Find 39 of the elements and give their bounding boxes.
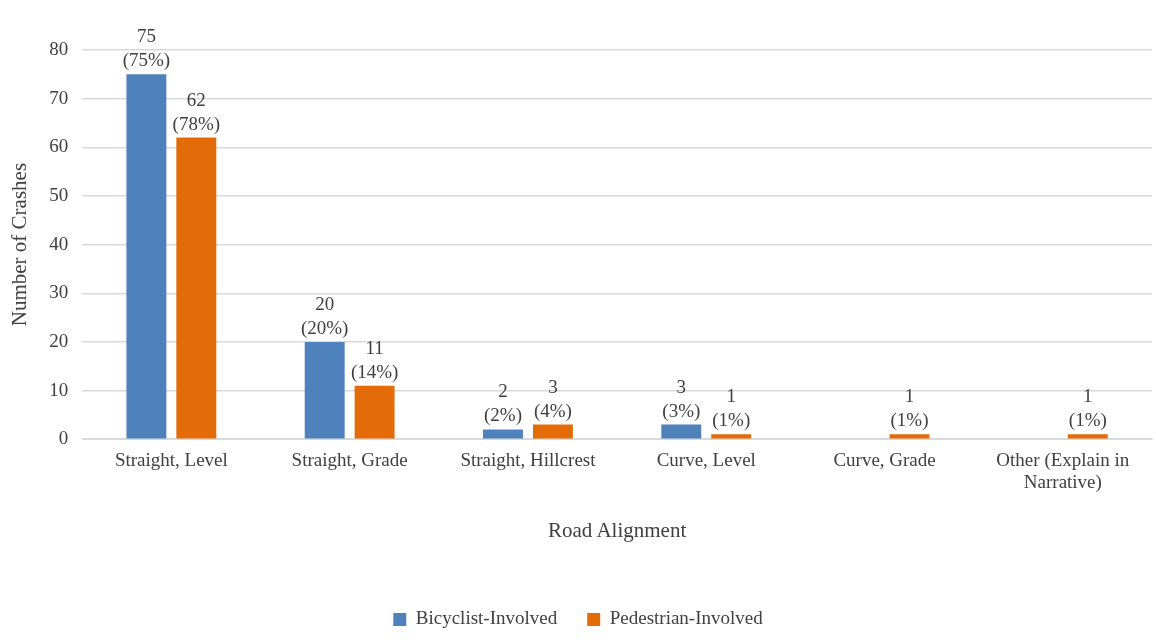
x-tick-label: Straight, Hillcrest xyxy=(460,448,597,470)
y-tick-label: 20 xyxy=(49,329,69,351)
data-label: 2 (2%) xyxy=(484,380,522,427)
bar xyxy=(532,424,573,439)
data-label: 11 (14%) xyxy=(350,336,399,383)
y-tick-label: 0 xyxy=(58,427,69,449)
x-tick-label: Straight, Grade xyxy=(291,448,408,470)
x-tick-label: Other (Explain in Narrative) xyxy=(996,448,1130,494)
bar xyxy=(304,341,345,439)
data-label: 3 (3%) xyxy=(662,375,701,422)
legend-label: Pedestrian-Involved xyxy=(609,607,764,629)
y-tick-label: 40 xyxy=(49,232,69,254)
bar xyxy=(889,434,930,439)
y-tick-label: 70 xyxy=(49,86,69,108)
data-label: 3 (4%) xyxy=(533,375,572,422)
data-label: 1 (1%) xyxy=(712,385,751,432)
y-tick-label: 50 xyxy=(49,183,69,205)
bar xyxy=(711,434,752,439)
y-tick-label: 10 xyxy=(49,378,69,400)
bar xyxy=(1067,434,1108,439)
data-label: 1 (1%) xyxy=(890,385,929,432)
y-tick-label: 30 xyxy=(49,281,69,303)
x-tick-label: Curve, Level xyxy=(656,448,756,470)
x-axis-title: Road Alignment xyxy=(547,517,687,542)
bar xyxy=(176,137,217,439)
bar xyxy=(354,385,395,439)
x-tick-label: Curve, Grade xyxy=(833,448,936,470)
data-label: 20 (20%) xyxy=(300,292,349,339)
bar xyxy=(126,74,167,439)
x-tick-label: Straight, Level xyxy=(114,448,228,470)
legend-label: Bicyclist-Involved xyxy=(415,607,558,629)
data-label: 75 (75%) xyxy=(122,25,171,72)
bar xyxy=(661,424,702,439)
bar xyxy=(483,429,523,439)
y-tick-label: 60 xyxy=(49,135,69,157)
data-label: 1 (1%) xyxy=(1068,385,1107,432)
y-tick-label: 80 xyxy=(49,37,69,59)
y-axis-title: Number of Crashes xyxy=(7,162,32,327)
data-label: 62 (78%) xyxy=(172,88,221,135)
